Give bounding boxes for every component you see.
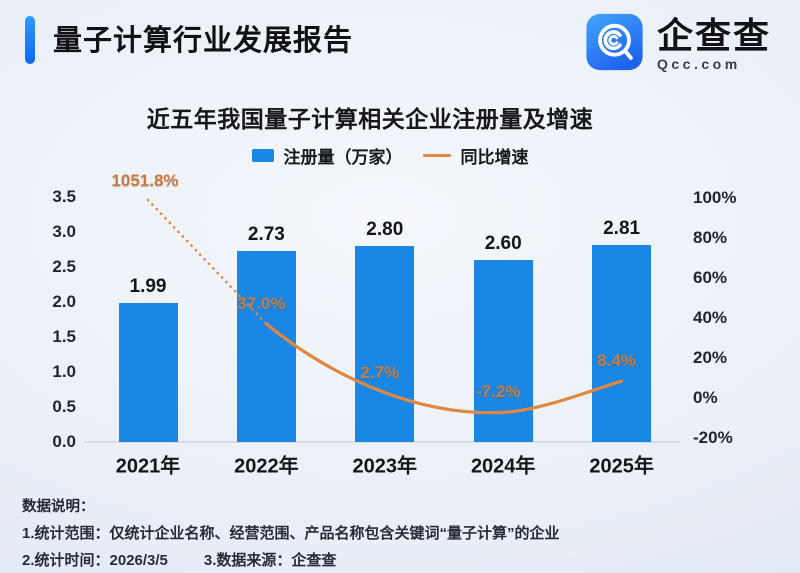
right-axis-tick: 80% [693, 228, 728, 247]
bar-legend-swatch [251, 149, 274, 162]
bar-2025年 [592, 245, 652, 442]
data-note-time: 2.统计时间：2026/3/5 [22, 552, 168, 569]
line-legend-label: 同比增速 [460, 148, 529, 167]
right-axis-tick: 100% [693, 188, 737, 207]
logo-brand-name: 企查查 [657, 15, 772, 56]
bar-2022年 [236, 250, 296, 442]
right-axis-tick: -20% [693, 428, 733, 447]
data-note-scope: 1.统计范围：仅统计企业名称、经营范围、产品名称包含关键词“量子计算”的企业 [22, 525, 560, 542]
left-axis-tick: 1.5 [52, 327, 76, 346]
qcc-logo-icon [584, 13, 645, 76]
bar-2021年 [118, 302, 178, 442]
data-note-source: 3.数据来源：企查查 [203, 552, 337, 569]
bar-value-label: 2.60 [484, 233, 522, 254]
x-axis-label: 2023年 [352, 455, 418, 478]
bar-2023年 [355, 246, 415, 442]
left-axis-tick: 3.5 [52, 187, 76, 206]
bar-value-label: 2.73 [247, 223, 285, 245]
x-axis-label: 2025年 [589, 455, 654, 478]
right-axis-tick: 40% [693, 308, 728, 327]
bar-value-label: 1.99 [129, 275, 167, 297]
left-axis-tick: 2.5 [52, 257, 76, 276]
bar-2024年 [473, 260, 533, 442]
bar-legend-label: 注册量（万家） [283, 148, 403, 167]
title-accent-bar [25, 16, 35, 64]
bar-value-label: 2.81 [603, 218, 641, 240]
x-axis-label: 2021年 [115, 455, 181, 478]
chart-legend: 注册量（万家） 同比增速 [0, 143, 790, 168]
line-legend-swatch [422, 153, 451, 158]
left-axis-tick: 1.0 [52, 362, 76, 381]
left-axis-tick: 3.0 [52, 222, 76, 241]
x-axis-label: 2024年 [470, 455, 536, 478]
bar-value-label: 2.80 [366, 219, 404, 240]
right-axis-tick: 0% [693, 388, 718, 407]
left-axis-tick: 2.0 [52, 292, 76, 311]
x-axis-line [84, 441, 680, 443]
right-axis-tick: 60% [693, 268, 728, 287]
right-axis-tick: 20% [693, 348, 728, 367]
left-axis-tick: 0.5 [52, 397, 76, 416]
page-title: 量子计算行业发展报告 [53, 25, 354, 57]
data-notes-heading: 数据说明： [22, 499, 95, 515]
logo-domain: Qcc.com [657, 56, 741, 72]
qcc-logo-text: 企查查 Qcc.com [657, 17, 787, 72]
left-axis-tick: 0.0 [52, 432, 76, 451]
data-note-row: 2.统计时间：2026/3/5 3.数据来源：企查查 [22, 549, 336, 570]
x-axis-label: 2022年 [234, 455, 299, 478]
chart-title: 近五年我国量子计算相关企业注册量及增速 [146, 106, 594, 132]
